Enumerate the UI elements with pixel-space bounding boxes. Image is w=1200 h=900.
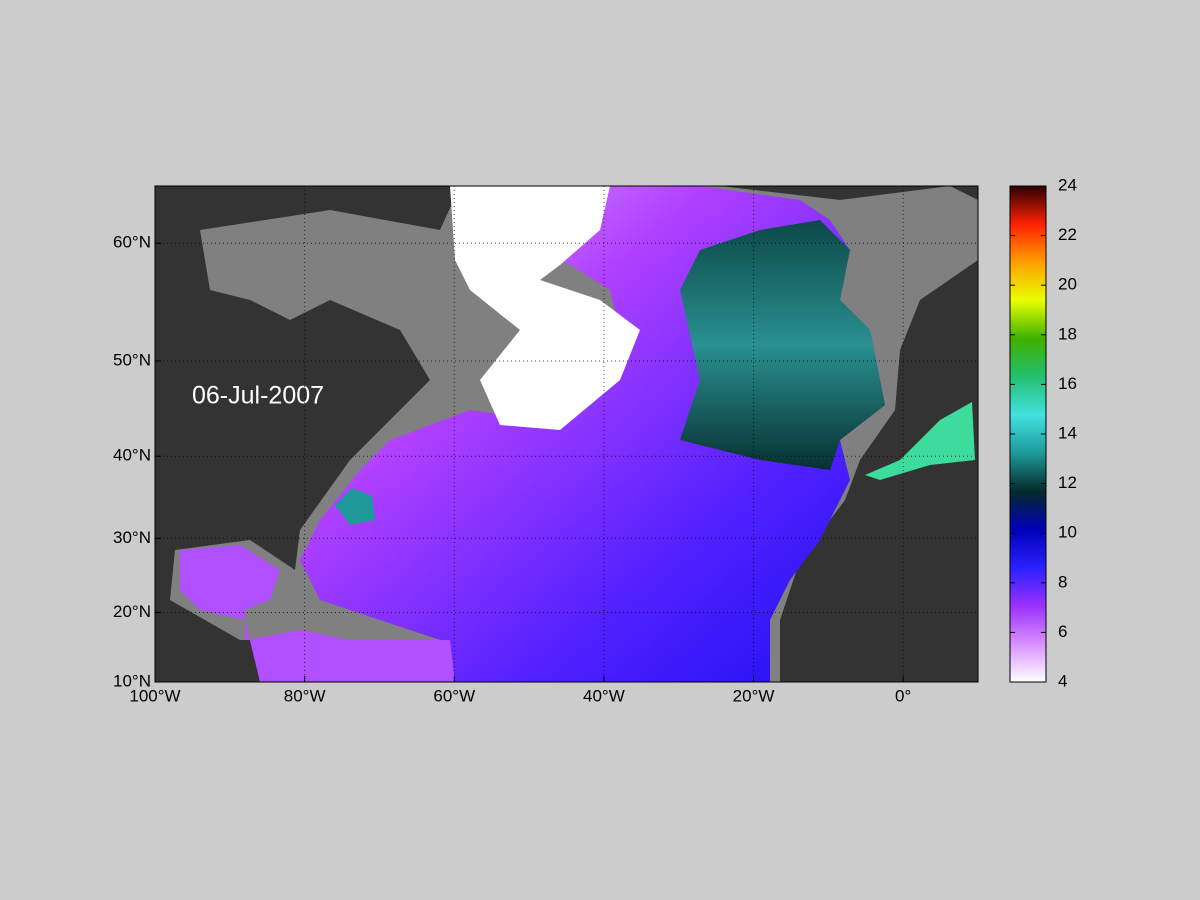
colorbar-tick-label: 4 (1058, 671, 1067, 690)
y-tick-label: 10°N (113, 671, 151, 690)
colorbar-tick-label: 14 (1058, 423, 1077, 442)
y-tick-label: 50°N (113, 350, 151, 369)
gulf-of-mexico (180, 545, 455, 682)
y-tick-label: 40°N (113, 446, 151, 465)
x-tick-label: 0° (895, 686, 911, 705)
labrador-sea (450, 186, 640, 430)
colorbar-tick-label: 6 (1058, 622, 1067, 641)
colorbar-tick-label: 18 (1058, 324, 1077, 343)
colorbar (1009, 185, 1047, 683)
colorbar-tick-label: 16 (1058, 374, 1077, 393)
colorbar-tick-label: 10 (1058, 523, 1077, 542)
x-tick-label: 60°W (433, 686, 475, 705)
x-tick-label: 40°W (583, 686, 625, 705)
y-tick-label: 60°N (113, 233, 151, 252)
x-tick-label: 100°W (129, 686, 180, 705)
colorbar-tick-label: 20 (1058, 275, 1077, 294)
colorbar-tick-label: 12 (1058, 473, 1077, 492)
x-tick-label: 20°W (733, 686, 775, 705)
northeast-atlantic (680, 220, 885, 470)
colorbar-tick-label: 22 (1058, 225, 1077, 244)
y-tick-label: 20°N (113, 602, 151, 621)
mediterranean (865, 402, 975, 480)
x-tick-label: 80°W (284, 686, 326, 705)
date-label: 06-Jul-2007 (192, 382, 324, 410)
colorbar-tick-label: 24 (1058, 175, 1077, 194)
y-tick-label: 30°N (113, 528, 151, 547)
colorbar-tick-label: 8 (1058, 572, 1067, 591)
eddy (335, 488, 375, 525)
map-layer (154, 185, 979, 683)
